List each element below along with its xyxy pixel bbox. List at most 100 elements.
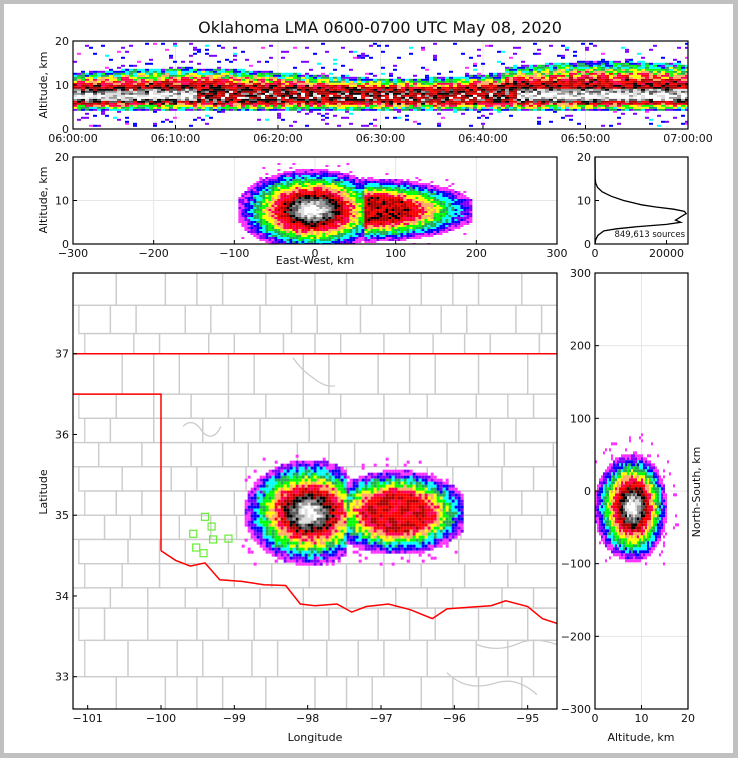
density-cell (629, 104, 633, 107)
density-cell (477, 76, 481, 79)
density-cell (325, 219, 329, 221)
density-cell (481, 62, 485, 65)
density-cell (461, 82, 465, 85)
density-cell (289, 106, 293, 109)
density-cell (589, 68, 593, 71)
density-cell (229, 84, 233, 87)
density-cell (657, 90, 661, 93)
density-cell (328, 207, 332, 209)
density-cell (169, 70, 173, 73)
density-cell (256, 181, 260, 183)
density-cell (73, 74, 77, 77)
density-cell (297, 98, 301, 101)
density-cell (367, 201, 371, 203)
density-cell (77, 82, 81, 85)
density-cell (661, 72, 665, 75)
density-cell (449, 76, 453, 79)
density-cell (244, 215, 248, 217)
density-cell (293, 74, 297, 77)
density-cell (325, 74, 329, 77)
density-cell (310, 221, 314, 223)
density-cell (316, 193, 320, 195)
density-cell (385, 98, 389, 101)
density-cell (262, 167, 266, 169)
density-cell (309, 106, 313, 109)
time-height-plot (73, 41, 688, 129)
density-cell (322, 183, 326, 185)
density-cell (145, 70, 149, 73)
density-cell (401, 80, 405, 83)
density-cell (229, 98, 233, 101)
density-cell (569, 70, 573, 73)
density-cell (325, 229, 329, 231)
density-cell (283, 237, 287, 239)
density-cell (629, 78, 633, 81)
density-cell (409, 46, 413, 49)
density-cell (649, 86, 653, 89)
density-cell (645, 78, 649, 81)
density-cell (298, 227, 302, 229)
density-cell (286, 211, 290, 213)
density-cell (437, 72, 441, 75)
density-cell (217, 92, 221, 95)
density-cell (298, 225, 302, 227)
density-cell (649, 76, 653, 79)
density-cell (621, 62, 625, 65)
density-cell (577, 98, 581, 101)
density-cell (149, 58, 153, 61)
density-cell (281, 82, 285, 85)
density-cell (286, 231, 290, 233)
density-cell (457, 78, 461, 81)
density-cell (325, 104, 329, 107)
density-cell (421, 106, 425, 109)
density-cell (310, 185, 314, 187)
density-cell (405, 94, 409, 97)
density-cell (513, 76, 517, 79)
density-cell (681, 96, 685, 99)
density-cell (533, 96, 537, 99)
density-cell (307, 175, 311, 177)
density-cell (85, 94, 89, 97)
density-cell (113, 106, 117, 109)
density-cell (361, 231, 365, 233)
density-cell (283, 241, 287, 243)
density-cell (357, 98, 361, 101)
density-cell (261, 82, 265, 85)
density-cell (85, 72, 89, 75)
density-cell (609, 74, 613, 77)
density-cell (321, 80, 325, 83)
density-cell (609, 62, 613, 65)
density-cell (137, 98, 141, 101)
density-cell (213, 74, 217, 77)
density-cell (313, 189, 317, 191)
density-cell (429, 96, 433, 99)
density-cell (605, 78, 609, 81)
density-cell (209, 94, 213, 97)
density-cell (177, 68, 181, 71)
density-cell (561, 98, 565, 101)
density-cell (569, 102, 573, 105)
density-cell (257, 70, 261, 73)
density-cell (169, 88, 173, 91)
density-cell (145, 86, 149, 89)
density-cell (319, 189, 323, 191)
density-cell (417, 86, 421, 89)
density-cell (533, 102, 537, 105)
density-cell (265, 70, 269, 73)
density-cell (273, 98, 277, 101)
density-cell (501, 50, 505, 53)
density-cell (189, 80, 193, 83)
density-cell (259, 217, 263, 219)
density-cell (677, 78, 681, 81)
density-cell (309, 108, 313, 111)
density-cell (509, 106, 513, 109)
density-cell (253, 219, 257, 221)
density-cell (649, 64, 653, 67)
density-cell (485, 86, 489, 89)
density-cell (613, 76, 617, 79)
density-cell (685, 102, 688, 105)
density-cell (485, 96, 489, 99)
density-cell (85, 76, 89, 79)
density-cell (565, 68, 569, 71)
density-cell (505, 80, 509, 83)
